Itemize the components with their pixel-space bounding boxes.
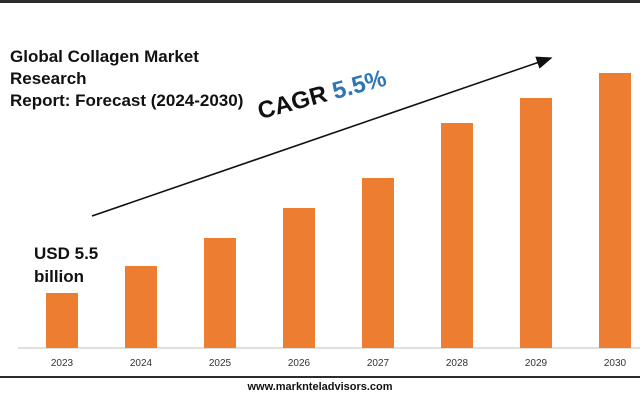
top-border (0, 0, 640, 3)
x-tick-label-2029: 2029 (525, 358, 548, 369)
bar-2029 (520, 98, 552, 348)
footer: www.marknteladvisors.com (0, 376, 640, 402)
bar-2025 (204, 238, 236, 348)
x-tick-label-2030: 2030 (604, 358, 627, 369)
footer-url[interactable]: www.marknteladvisors.com (247, 381, 393, 393)
bar-2028 (441, 123, 473, 348)
x-tick-label-2023: 2023 (51, 358, 74, 369)
bar-2027 (362, 178, 394, 348)
x-tick-label-2024: 2024 (130, 358, 153, 369)
x-tick-label-2025: 2025 (209, 358, 232, 369)
x-tick-label-2028: 2028 (446, 358, 469, 369)
chart-title-line-2: Report: Forecast (2024-2030) (10, 91, 244, 110)
bar-2026 (283, 208, 315, 348)
chart-title: Global Collagen Market Research Report: … (10, 46, 280, 112)
start-value-line-1: USD 5.5 (34, 244, 99, 263)
bar-chart: 2023 2024 2025 2026 2027 2028 2029 2030 (18, 56, 640, 369)
start-value-annotation: USD 5.5 billion (34, 242, 114, 288)
bar-2024 (125, 266, 157, 348)
x-tick-label-2027: 2027 (367, 358, 390, 369)
chart-title-line-1: Global Collagen Market Research (10, 47, 199, 88)
start-value-line-2: billion (34, 267, 85, 286)
bar-2023 (46, 293, 78, 348)
x-tick-label-2026: 2026 (288, 358, 311, 369)
bar-2030 (599, 73, 631, 348)
cagr-trend-arrow (91, 56, 553, 217)
